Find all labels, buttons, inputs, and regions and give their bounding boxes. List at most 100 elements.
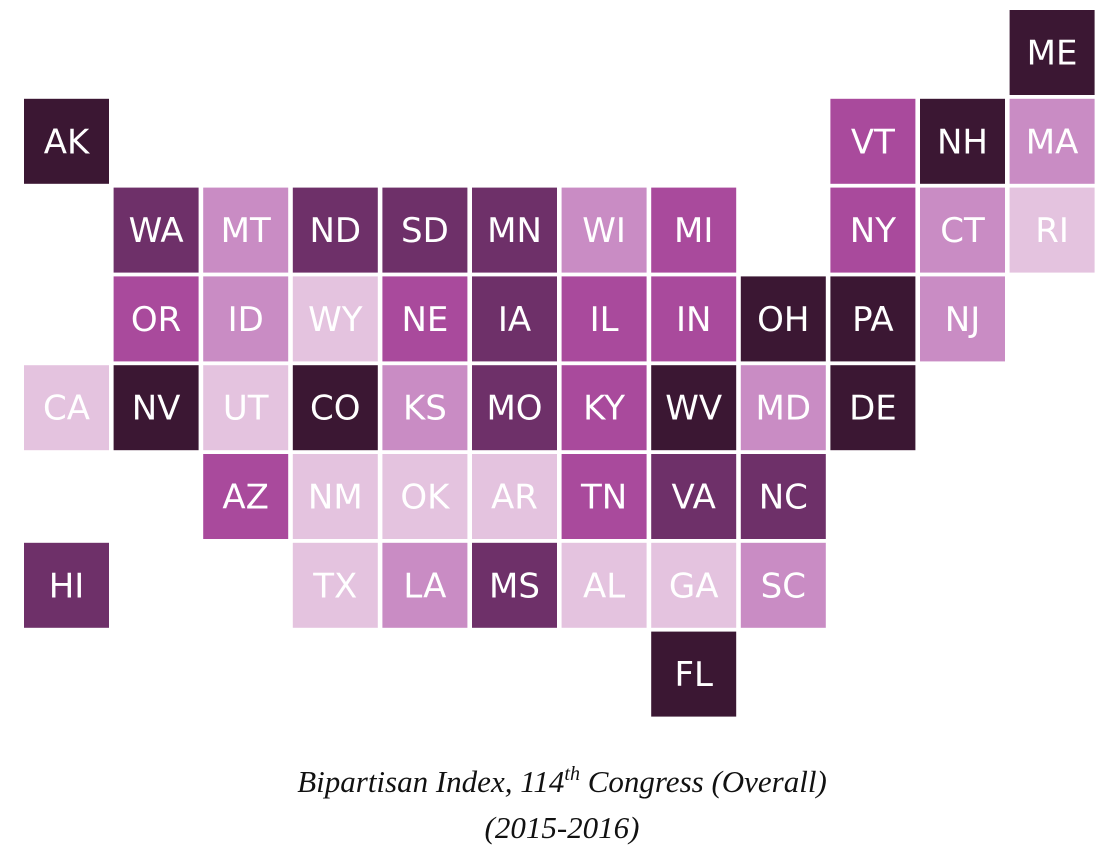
state-label: TX <box>312 566 357 606</box>
state-label: OH <box>757 300 809 340</box>
state-tile <box>651 276 737 362</box>
state-tile <box>203 365 289 451</box>
caption-text: Congress (Overall) <box>580 764 827 799</box>
state-tile <box>24 542 109 628</box>
state-label: NH <box>937 122 988 162</box>
state-tile <box>740 454 826 539</box>
state-label: VA <box>672 478 716 518</box>
state-label: SC <box>761 566 806 606</box>
state-label: MD <box>756 389 812 429</box>
state-label: IL <box>590 300 619 340</box>
state-label: AR <box>491 478 538 518</box>
state-label: FL <box>674 655 713 695</box>
state-label: GA <box>669 566 719 606</box>
state-tile <box>920 276 1005 362</box>
state-tile <box>651 631 737 717</box>
state-label: IA <box>498 300 531 340</box>
state-tile <box>740 276 826 362</box>
state-label: NJ <box>945 300 980 340</box>
state-label: WI <box>582 211 626 251</box>
state-tile <box>561 454 647 539</box>
state-label: KY <box>583 389 625 429</box>
state-label: WY <box>308 300 363 340</box>
state-tile <box>382 542 468 628</box>
state-label: SD <box>401 211 449 251</box>
state-label: NM <box>308 478 363 518</box>
state-tile <box>24 98 109 184</box>
state-tile <box>740 542 826 628</box>
state-tile <box>651 187 737 273</box>
state-tile <box>1009 98 1095 184</box>
state-label: UT <box>223 389 269 429</box>
state-tile <box>382 276 468 362</box>
state-tile <box>292 276 378 362</box>
state-label: AL <box>583 566 625 606</box>
caption-text: Bipartisan Index, 114 <box>297 764 564 799</box>
state-label: AK <box>44 122 91 162</box>
state-tile <box>1009 10 1095 95</box>
state-label: MO <box>486 389 542 429</box>
state-label: VT <box>851 122 895 162</box>
state-tile <box>472 542 557 628</box>
state-label: ND <box>309 211 361 251</box>
state-tile <box>561 187 647 273</box>
state-tile <box>113 187 199 273</box>
state-tile <box>382 365 468 451</box>
state-label: CO <box>310 389 361 429</box>
caption-superscript: th <box>564 763 580 785</box>
state-label: LA <box>403 566 446 606</box>
state-label: HI <box>49 566 85 606</box>
state-tile <box>113 276 199 362</box>
state-label: NC <box>759 478 808 518</box>
state-tile <box>292 542 378 628</box>
state-tile <box>651 542 737 628</box>
state-tile <box>292 365 378 451</box>
state-label: CT <box>940 211 985 251</box>
state-tile <box>472 276 557 362</box>
state-tile <box>830 365 916 451</box>
state-label: IN <box>676 300 711 340</box>
state-tile <box>1009 187 1095 273</box>
state-tile <box>113 365 199 451</box>
state-label: PA <box>852 300 894 340</box>
caption-line2: (2015-2016) <box>485 810 640 845</box>
state-tile <box>920 98 1005 184</box>
state-tile <box>651 454 737 539</box>
state-label: OR <box>131 300 181 340</box>
state-label: AZ <box>222 478 269 518</box>
state-tile <box>203 276 289 362</box>
state-tile <box>830 98 916 184</box>
state-tile <box>561 276 647 362</box>
state-tile <box>472 365 557 451</box>
state-tile <box>472 454 557 539</box>
state-tile <box>382 187 468 273</box>
state-label: CA <box>43 389 90 429</box>
state-label: WA <box>129 211 184 251</box>
state-tile <box>651 365 737 451</box>
state-label: OK <box>400 478 451 518</box>
state-label: ID <box>228 300 264 340</box>
state-label: NE <box>401 300 448 340</box>
state-tile <box>472 187 557 273</box>
state-label: MN <box>487 211 542 251</box>
state-label: DE <box>849 389 897 429</box>
caption-line1: Bipartisan Index, 114th Congress (Overal… <box>297 763 827 799</box>
state-tile <box>740 365 826 451</box>
state-tile <box>382 454 468 539</box>
state-label: MT <box>221 211 271 251</box>
state-label: WV <box>665 389 722 429</box>
state-tile <box>292 454 378 539</box>
state-label: MS <box>489 566 540 606</box>
state-label: MA <box>1026 122 1079 162</box>
state-label: RI <box>1035 211 1069 251</box>
state-label: TN <box>580 478 627 518</box>
state-tile <box>292 187 378 273</box>
state-tile <box>920 187 1005 273</box>
tile-grid: ME AK VT NH MA WA MT ND SD MN WI MI NY CT RI OR ID WY NE IA… <box>24 10 1095 717</box>
state-label: KS <box>403 389 447 429</box>
state-label: MI <box>674 211 713 251</box>
state-label: NV <box>132 389 181 429</box>
state-label: NY <box>850 211 896 251</box>
